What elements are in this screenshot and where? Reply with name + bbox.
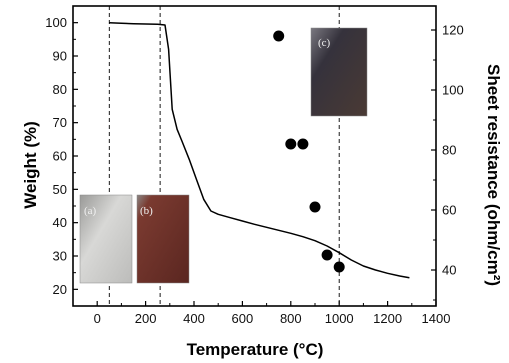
x-tick-label: 400 xyxy=(183,311,205,326)
y-left-tick-label: 100 xyxy=(45,15,67,30)
inset-c-label: (c) xyxy=(318,37,331,49)
y-left-tick-label: 40 xyxy=(53,215,67,230)
sheet-resistance-point xyxy=(297,139,308,150)
sheet-resistance-point xyxy=(310,202,321,213)
x-tick-label: 0 xyxy=(94,311,101,326)
y-right-tick-label: 120 xyxy=(442,23,464,38)
sheet-resistance-point xyxy=(322,250,333,261)
x-axis-title: Temperature (°C) xyxy=(187,340,324,359)
inset-photo-c: (c) xyxy=(311,28,367,116)
y-right-axis-title: Sheet resistance (ohm/cm²) xyxy=(484,64,503,286)
x-tick-label: 800 xyxy=(280,311,302,326)
inset-photo-b: (b) xyxy=(137,195,189,283)
sheet-resistance-point xyxy=(334,262,345,273)
x-tick-label: 600 xyxy=(232,311,254,326)
y-left-tick-label: 50 xyxy=(53,182,67,197)
y-left-tick-label: 20 xyxy=(53,282,67,297)
y-left-tick-label: 70 xyxy=(53,115,67,130)
sheet-resistance-point xyxy=(273,31,284,42)
y-left-tick-label: 30 xyxy=(53,249,67,264)
y-right-tick-label: 60 xyxy=(442,203,456,218)
y-left-axis-title: Weight (%) xyxy=(21,121,40,209)
inset-b-label: (b) xyxy=(140,205,153,217)
inset-a-label: (a) xyxy=(84,205,97,217)
y-left-tick-label: 60 xyxy=(53,149,67,164)
y-left-tick-label: 80 xyxy=(53,82,67,97)
x-tick-label: 1200 xyxy=(373,311,402,326)
inset-photo-a: (a) xyxy=(80,195,132,283)
y-right-tick-label: 100 xyxy=(442,83,464,98)
x-tick-label: 1000 xyxy=(325,311,354,326)
sheet-resistance-point xyxy=(285,139,296,150)
y-right-tick-label: 40 xyxy=(442,263,456,278)
y-left-tick-label: 90 xyxy=(53,49,67,64)
y-right-tick-label: 80 xyxy=(442,143,456,158)
x-tick-label: 1400 xyxy=(422,311,451,326)
x-tick-label: 200 xyxy=(135,311,157,326)
